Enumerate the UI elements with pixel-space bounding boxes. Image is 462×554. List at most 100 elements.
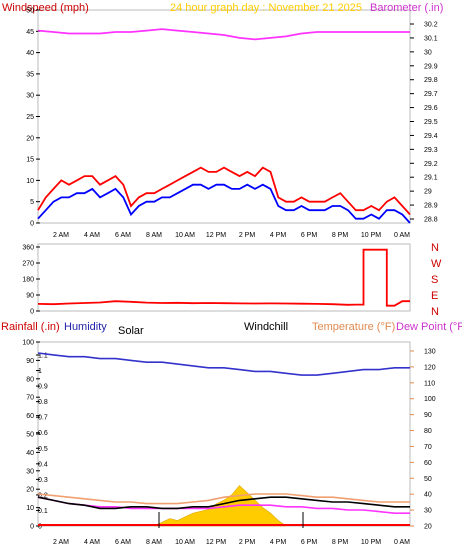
rainfall-tick-7: 0.7 — [38, 415, 48, 422]
rainfall-tick-0: 0 — [38, 524, 42, 531]
wind-series — [37, 28, 411, 224]
barometer-tick-10: 29.8 — [424, 77, 438, 84]
humidity-tick-9: 90 — [26, 358, 34, 365]
windgust-line — [37, 166, 411, 216]
direction-deg-tick-3: 270 — [22, 261, 34, 268]
temp-series — [37, 352, 410, 527]
temp-time-tick-4: 10 AM — [175, 539, 195, 546]
wind-time-tick-6: 2 PM — [239, 232, 256, 239]
barometer-tick-3: 29.1 — [424, 175, 438, 182]
windspeed-tick-4: 20 — [26, 135, 34, 142]
windspeed-line — [37, 183, 411, 224]
temperature-tick-1: 30 — [424, 508, 432, 515]
windspeed-ticks: 0 5 10 15 20 25 30 35 40 45 50 — [26, 8, 40, 228]
temp-time-tick-7: 4 PM — [270, 539, 287, 546]
direction-degree-ticks: 0 90 180 270 360 — [22, 245, 40, 316]
barometer-tick-2: 29 — [424, 189, 432, 196]
direction-deg-tick-4: 360 — [22, 245, 34, 252]
temperature-tick-10: 120 — [424, 364, 436, 371]
windspeed-tick-2: 10 — [26, 178, 34, 185]
wind-time-tick-1: 4 AM — [84, 232, 100, 239]
dewpoint-line — [37, 496, 410, 515]
legend-dew-point: Dew Point (°F) — [396, 321, 462, 333]
compass-label-3: W — [431, 258, 442, 270]
temperature-ticks: 20 30 40 50 60 70 80 90 100 110 120 130 — [410, 349, 436, 531]
humidity-tick-1: 10 — [26, 505, 34, 512]
temp-time-tick-3: 8 AM — [146, 539, 162, 546]
humidity-tick-7: 70 — [26, 395, 34, 402]
direction-panel-frame — [37, 243, 411, 312]
barometer-tick-6: 29.4 — [424, 133, 438, 140]
temp-time-ticks: 2 AM 4 AM 6 AM 8 AM 10 AM 12 PM 2 PM 4 PM 6 PM 8 … — [53, 539, 410, 546]
temp-time-tick-6: 2 PM — [239, 539, 256, 546]
barometer-line — [37, 28, 410, 41]
temperature-line — [37, 493, 410, 505]
wind-time-tick-11: 0 AM — [394, 232, 410, 239]
wind-time-tick-4: 10 AM — [175, 232, 195, 239]
humidity-tick-2: 20 — [26, 487, 34, 494]
rainfall-tick-10: 1 — [38, 368, 42, 375]
wind-time-tick-3: 8 AM — [146, 232, 162, 239]
windspeed-tick-0: 0 — [30, 221, 34, 228]
windspeed-tick-8: 40 — [26, 50, 34, 57]
windspeed-tick-9: 45 — [26, 29, 34, 36]
temperature-tick-7: 90 — [424, 412, 432, 419]
humidity-tick-6: 60 — [26, 413, 34, 420]
wind-time-tick-10: 10 PM — [361, 232, 381, 239]
windspeed-tick-3: 15 — [26, 157, 34, 164]
compass-label-0: N — [431, 306, 439, 318]
compass-label-2: S — [431, 274, 438, 286]
windspeed-tick-7: 35 — [26, 71, 34, 78]
windspeed-tick-1: 5 — [30, 199, 34, 206]
legend-humidity: Humidity — [64, 321, 107, 333]
direction-series — [37, 248, 410, 307]
temperature-tick-0: 20 — [424, 524, 432, 531]
wind-direction-line — [37, 248, 410, 307]
barometer-ticks: 28.8 28.9 29 29.1 29.2 29.3 29.4 29.5 29.6 29.7 29… — [410, 22, 438, 224]
temp-humidity-panel: Rainfall (.in) Humidity Solar Windchill … — [1, 321, 462, 546]
legend-solar: Solar — [118, 325, 144, 337]
temperature-tick-11: 130 — [424, 349, 436, 356]
rainfall-tick-8: 0.8 — [38, 399, 48, 406]
solar-area — [154, 485, 287, 527]
humidity-tick-4: 40 — [26, 450, 34, 457]
temp-time-tick-5: 12 PM — [206, 539, 226, 546]
windspeed-tick-5: 25 — [26, 114, 34, 121]
barometer-tick-12: 30 — [424, 49, 432, 56]
windspeed-axis-label: Windspeed (mph) — [2, 2, 89, 14]
temperature-tick-2: 40 — [424, 492, 432, 499]
humidity-tick-5: 50 — [26, 432, 34, 439]
barometer-tick-9: 29.7 — [424, 91, 438, 98]
barometer-tick-7: 29.5 — [424, 119, 438, 126]
legend-windchill: Windchill — [244, 321, 288, 333]
temp-time-tick-8: 6 PM — [301, 539, 318, 546]
temperature-tick-5: 70 — [424, 444, 432, 451]
rainfall-tick-1: 0.1 — [38, 508, 48, 515]
windspeed-tick-10: 50 — [26, 8, 34, 15]
rainfall-tick-2: 0.2 — [38, 492, 48, 499]
temperature-tick-9: 110 — [424, 380, 435, 387]
barometer-tick-0: 28.8 — [424, 217, 438, 224]
barometer-tick-8: 29.6 — [424, 105, 438, 112]
temp-time-tick-1: 4 AM — [84, 539, 100, 546]
barometer-tick-13: 30.1 — [424, 35, 438, 42]
rainfall-axis-label: Rainfall (.in) — [1, 321, 60, 333]
wind-time-ticks: 2 AM 4 AM 6 AM 8 AM 10 AM 12 PM 2 PM 4 PM 6 PM 8 … — [53, 232, 410, 239]
direction-deg-tick-0: 0 — [30, 309, 34, 316]
barometer-tick-4: 29.2 — [424, 161, 438, 168]
barometer-tick-14: 30.2 — [424, 22, 438, 29]
rainfall-tick-4: 0.4 — [38, 461, 48, 468]
temp-time-tick-9: 8 PM — [332, 539, 349, 546]
rainfall-tick-6: 0.6 — [38, 430, 48, 437]
barometer-tick-5: 29.3 — [424, 147, 438, 154]
temperature-axis-label: Temperature (°F) — [312, 321, 395, 333]
rainfall-tick-5: 0.5 — [38, 446, 48, 453]
humidity-line — [37, 352, 410, 376]
temp-time-tick-11: 0 AM — [394, 539, 410, 546]
humidity-tick-0: 0 — [30, 524, 34, 531]
temperature-tick-3: 50 — [424, 476, 432, 483]
rainfall-tick-3: 0.3 — [38, 477, 48, 484]
direction-deg-tick-1: 90 — [26, 293, 34, 300]
